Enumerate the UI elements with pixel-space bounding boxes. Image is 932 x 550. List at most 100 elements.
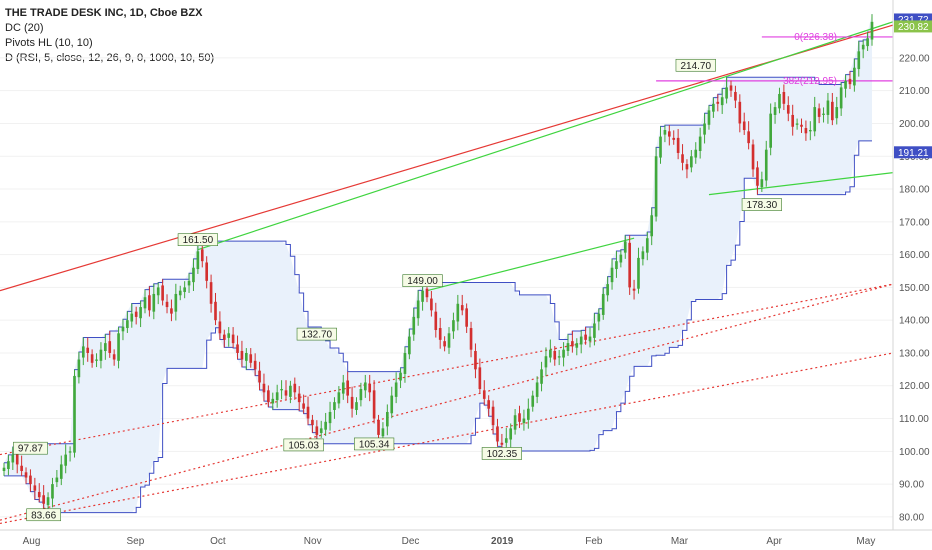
candle-body bbox=[222, 334, 226, 340]
candle-body bbox=[588, 336, 592, 342]
candle-body bbox=[579, 336, 583, 345]
pivot-label-box bbox=[13, 441, 48, 455]
indicator-pivots[interactable]: Pivots HL (10, 10) bbox=[5, 37, 93, 49]
candle-body bbox=[126, 320, 129, 329]
donchian-lower bbox=[4, 140, 872, 514]
candle-body bbox=[769, 113, 772, 148]
candle-body bbox=[469, 328, 473, 350]
y-tick-label: 180.00 bbox=[899, 185, 930, 196]
candle-body bbox=[795, 123, 799, 125]
candle-body bbox=[738, 101, 742, 124]
candle-body bbox=[438, 328, 442, 340]
candle-body bbox=[258, 370, 261, 383]
candle-body bbox=[262, 383, 266, 393]
candle-body bbox=[245, 352, 248, 361]
y-tick-label: 100.00 bbox=[899, 447, 930, 458]
candle-body bbox=[377, 419, 380, 435]
y-tick-label: 80.00 bbox=[899, 512, 924, 523]
candle-body bbox=[156, 287, 160, 296]
y-tick-label: 170.00 bbox=[899, 217, 930, 228]
candle-body bbox=[853, 67, 856, 86]
y-tick-label: 140.00 bbox=[899, 316, 930, 327]
candle-body bbox=[778, 93, 781, 109]
candle-body bbox=[601, 293, 605, 315]
x-tick-label: Sep bbox=[127, 536, 145, 547]
candle-body bbox=[800, 124, 803, 127]
candle-body bbox=[192, 267, 195, 283]
candle-body bbox=[540, 369, 543, 384]
candle-body bbox=[615, 261, 618, 270]
x-tick-label: Dec bbox=[402, 536, 420, 547]
candle-body bbox=[95, 359, 98, 361]
candle-body bbox=[712, 103, 715, 112]
candle-body bbox=[610, 267, 614, 283]
trendline-dotted-3 bbox=[0, 352, 894, 525]
candle-body bbox=[267, 390, 270, 403]
pivot-label-text: 161.50 bbox=[183, 235, 214, 246]
candle-body bbox=[20, 465, 23, 471]
candle-body bbox=[297, 393, 301, 403]
candle-body bbox=[725, 87, 728, 99]
candle-body bbox=[447, 333, 451, 348]
candle-body bbox=[218, 321, 222, 334]
pivot-label-box bbox=[26, 508, 61, 522]
candle-body bbox=[249, 354, 253, 363]
candle-body bbox=[15, 452, 19, 465]
candle-body bbox=[813, 107, 817, 132]
pivot-label-text: 214.70 bbox=[680, 61, 711, 72]
pivot-label: 161.50 bbox=[177, 233, 218, 246]
candle-body bbox=[161, 285, 164, 301]
y-tick-label: 220.00 bbox=[899, 53, 930, 64]
pivot-label-text: 83.66 bbox=[31, 510, 56, 521]
candle-body bbox=[59, 464, 63, 479]
candle-body bbox=[844, 80, 847, 89]
symbol-title[interactable]: THE TRADE DESK INC, 1D, Cboe BZX bbox=[5, 7, 203, 19]
pivot-label-text: 105.03 bbox=[288, 440, 319, 451]
candle-body bbox=[346, 380, 349, 396]
price-badge bbox=[894, 20, 932, 33]
pivot-label: 102.35 bbox=[481, 447, 522, 460]
candle-body bbox=[791, 114, 795, 127]
candle-body bbox=[280, 389, 283, 391]
y-tick-label: 90.00 bbox=[899, 480, 924, 491]
candle-body bbox=[478, 367, 482, 390]
candle-body bbox=[866, 38, 869, 47]
candle-body bbox=[152, 293, 156, 312]
candle-body bbox=[566, 343, 570, 351]
price-axis-bg bbox=[893, 0, 932, 530]
candle-body bbox=[42, 495, 45, 504]
candle-body bbox=[817, 108, 821, 117]
candle-body bbox=[421, 290, 424, 302]
candle-body bbox=[504, 438, 508, 443]
candle-body bbox=[196, 251, 200, 270]
candle-body bbox=[236, 344, 239, 353]
candle-body bbox=[90, 354, 94, 363]
indicator-dc[interactable]: DC (20) bbox=[5, 22, 44, 34]
candle-body bbox=[782, 91, 786, 104]
candle-body bbox=[130, 313, 134, 322]
trendline-dotted-1 bbox=[0, 283, 894, 456]
candle-body bbox=[200, 249, 204, 262]
candle-body bbox=[324, 421, 327, 430]
candle-body bbox=[408, 336, 411, 355]
candle-body bbox=[527, 408, 530, 420]
candle-body bbox=[293, 383, 297, 393]
candle-body bbox=[104, 343, 107, 351]
candle-body bbox=[690, 156, 693, 168]
candle-body bbox=[390, 395, 394, 414]
candle-body bbox=[51, 484, 54, 499]
candle-body bbox=[742, 121, 746, 131]
candle-body bbox=[619, 254, 623, 263]
candle-body bbox=[425, 288, 429, 298]
candle-body bbox=[337, 392, 341, 404]
candle-body bbox=[667, 131, 671, 137]
candle-body bbox=[403, 352, 407, 374]
candle-body bbox=[178, 290, 182, 296]
candle-body bbox=[482, 390, 486, 399]
candle-body bbox=[333, 402, 336, 411]
candle-body bbox=[456, 303, 460, 322]
x-tick-label: Apr bbox=[766, 536, 782, 547]
candle-body bbox=[275, 392, 279, 401]
candle-body bbox=[319, 428, 323, 433]
